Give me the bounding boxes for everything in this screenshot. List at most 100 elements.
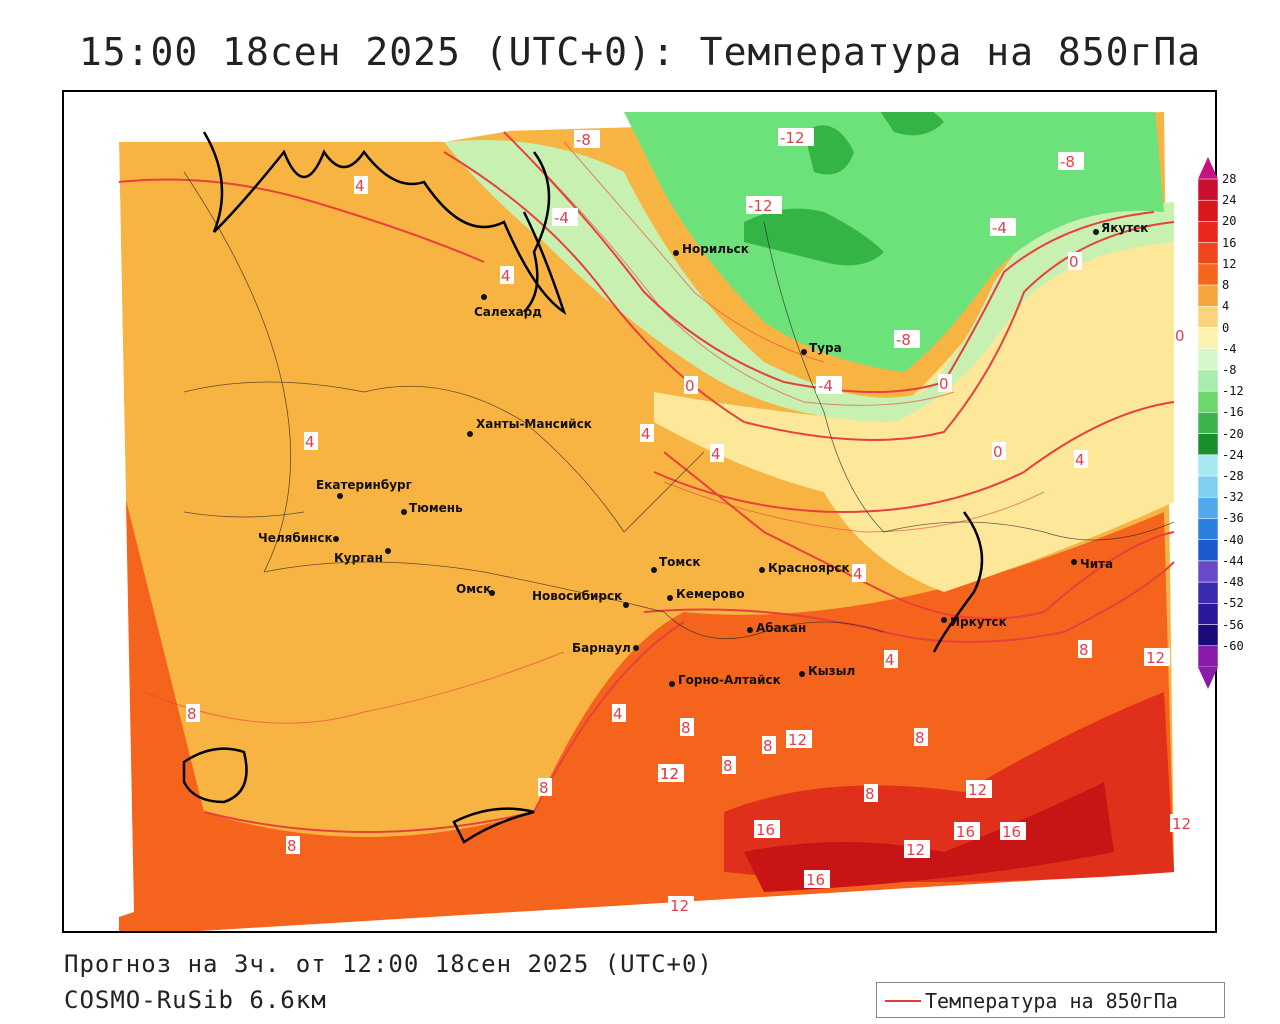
contour-label: 8 [680, 718, 694, 737]
contour-label: -4 [990, 218, 1016, 237]
contour-label: 4 [640, 424, 654, 443]
svg-text:Иркутск: Иркутск [950, 615, 1007, 629]
city-salekhard: Салехард [474, 294, 542, 319]
contour-label: 8 [864, 784, 878, 803]
forecast-info: Прогноз на 3ч. от 12:00 18сен 2025 (UTC+… [64, 950, 713, 978]
svg-text:12: 12 [968, 781, 987, 799]
scale-label: -32 [1222, 490, 1244, 505]
scale-label: 4 [1222, 299, 1230, 314]
svg-text:8: 8 [539, 779, 549, 797]
svg-text:12: 12 [1172, 815, 1191, 833]
scale-label: -52 [1222, 596, 1244, 611]
svg-text:Якутск: Якутск [1101, 221, 1148, 235]
svg-text:Чита: Чита [1080, 557, 1113, 571]
contour-label: 0 [1174, 326, 1188, 345]
city-khanty-mansiysk: Ханты-Мансийск [467, 417, 592, 437]
scale-swatch [1197, 284, 1219, 307]
svg-text:Норильск: Норильск [682, 242, 749, 256]
svg-text:0: 0 [939, 375, 949, 393]
scale-swatch [1197, 581, 1219, 604]
city-novosibirsk: Новосибирск [532, 589, 629, 608]
city-chita: Чита [1071, 557, 1113, 571]
city-gorno-altaysk: Горно-Алтайск [669, 673, 781, 687]
scale-label: 24 [1222, 193, 1237, 208]
contour-label: 12 [786, 730, 812, 749]
city-kyzyl: Кызыл [799, 664, 855, 678]
contour-label: 4 [304, 432, 318, 451]
scale-swatch [1197, 242, 1219, 265]
scale-label: -48 [1222, 575, 1244, 590]
contour-label: 12 [660, 765, 679, 783]
svg-text:Ханты-Мансийск: Ханты-Мансийск [476, 417, 592, 431]
svg-text:8: 8 [915, 729, 925, 747]
svg-text:-8: -8 [1060, 153, 1075, 171]
scale-swatch [1197, 327, 1219, 349]
contour-label: 8 [538, 778, 552, 797]
scale-swatch [1197, 518, 1219, 540]
scale-swatch [1197, 560, 1219, 583]
contour-labels: -8 -12 -12 -8 -4 -4 0 4 4 4 0 -4 -8 0 0 … [186, 128, 1196, 915]
svg-text:Екатеринбург: Екатеринбург [316, 478, 412, 492]
svg-text:Новосибирск: Новосибирск [532, 589, 622, 603]
contour-label: 0 [992, 442, 1006, 461]
contour-label: 4 [852, 564, 866, 583]
scale-label: -40 [1222, 532, 1244, 547]
legend-line-swatch [885, 1000, 921, 1002]
scale-label: -44 [1222, 553, 1244, 568]
city-tyumen: Тюмень [401, 501, 463, 515]
scale-bottom-arrow [1198, 667, 1218, 689]
scale-swatch [1197, 497, 1219, 519]
contour-label: -8 [574, 130, 600, 149]
svg-text:-8: -8 [576, 131, 591, 149]
contour-label: 8 [762, 736, 776, 755]
contour-label: 4 [1074, 450, 1088, 469]
svg-text:Челябинск: Челябинск [258, 531, 333, 545]
svg-text:Тура: Тура [809, 341, 842, 355]
region-dark-green-1 [744, 208, 884, 266]
contour-label: 12 [658, 764, 684, 783]
city-krasnoyarsk: Красноярск [759, 561, 850, 575]
scale-swatch [1197, 645, 1219, 668]
isotherms-thin [143, 141, 1045, 724]
scale-swatch [1197, 263, 1219, 286]
svg-text:Тюмень: Тюмень [409, 501, 463, 515]
contour-label: 8 [286, 836, 300, 855]
scale-swatch [1197, 539, 1219, 562]
svg-text:8: 8 [723, 757, 733, 775]
contour-label: -4 [816, 376, 842, 395]
contour-label: 8 [1078, 640, 1092, 659]
scale-label: -8 [1222, 362, 1237, 377]
svg-text:Красноярск: Красноярск [768, 561, 850, 575]
scale-swatch [1197, 433, 1219, 456]
city-yekaterinburg: Екатеринбург [316, 478, 412, 499]
svg-text:Курган: Курган [334, 551, 383, 565]
city-chelyabinsk: Челябинск [258, 531, 339, 545]
contour-label: 4 [500, 266, 514, 285]
scale-label: 12 [1222, 256, 1237, 271]
svg-text:Томск: Томск [659, 555, 701, 569]
contour-label: 12 [904, 840, 930, 859]
scale-label: -56 [1222, 617, 1244, 632]
svg-text:16: 16 [1002, 823, 1021, 841]
svg-text:0: 0 [685, 377, 695, 395]
contour-label: 8 [722, 756, 736, 775]
temperature-map[interactable]: Норильск Якутск Салехард Тура Ханты-Манс… [62, 90, 1217, 933]
contour-label: 12 [1170, 814, 1196, 833]
region-deeper-red [744, 782, 1114, 892]
svg-text:4: 4 [1075, 451, 1085, 469]
svg-text:16: 16 [806, 871, 825, 889]
scale-swatch [1197, 178, 1219, 201]
scale-label: -16 [1222, 405, 1244, 420]
contour-label: -12 [778, 128, 814, 147]
scale-swatch [1197, 624, 1219, 647]
contour-label: -8 [894, 330, 920, 349]
city-kurgan: Курган [334, 548, 391, 565]
svg-text:Салехард: Салехард [474, 305, 542, 319]
contour-label: 0 [684, 376, 698, 395]
svg-text:12: 12 [660, 765, 679, 783]
svg-text:8: 8 [187, 705, 197, 723]
scale-label: 20 [1222, 214, 1237, 229]
contour-label: 12 [966, 780, 992, 799]
region-outside-left [64, 92, 134, 931]
city-kemerovo: Кемерово [667, 587, 745, 601]
